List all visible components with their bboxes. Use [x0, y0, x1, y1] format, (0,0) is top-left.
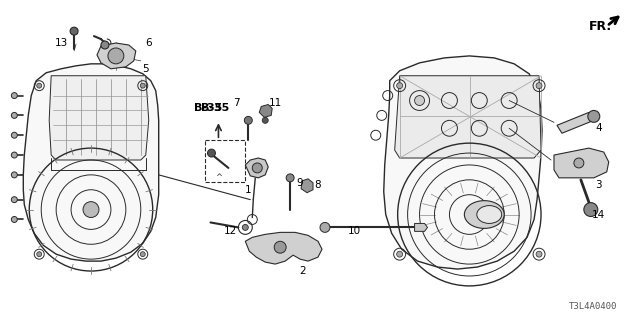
Circle shape: [70, 27, 78, 35]
Text: T3L4A0400: T3L4A0400: [569, 302, 618, 311]
Circle shape: [397, 251, 403, 257]
Circle shape: [108, 48, 124, 64]
Circle shape: [12, 132, 17, 138]
Text: 12: 12: [224, 226, 237, 236]
Text: 5: 5: [143, 64, 149, 74]
Circle shape: [415, 96, 424, 106]
Text: 14: 14: [592, 210, 605, 220]
Polygon shape: [557, 112, 594, 133]
Text: B-35: B-35: [193, 103, 222, 114]
Text: 2: 2: [299, 266, 305, 276]
Text: 6: 6: [145, 38, 152, 48]
Polygon shape: [245, 232, 322, 264]
Polygon shape: [301, 179, 313, 193]
Text: 8: 8: [315, 180, 321, 190]
Circle shape: [588, 110, 600, 122]
Circle shape: [36, 83, 42, 88]
Circle shape: [140, 252, 145, 257]
Circle shape: [274, 241, 286, 253]
Circle shape: [207, 149, 216, 157]
Circle shape: [243, 224, 248, 230]
Polygon shape: [259, 105, 272, 117]
Text: 9: 9: [297, 178, 303, 188]
Polygon shape: [384, 56, 542, 269]
Text: 10: 10: [348, 226, 362, 236]
Polygon shape: [554, 148, 609, 178]
Circle shape: [12, 152, 17, 158]
Circle shape: [12, 172, 17, 178]
Circle shape: [140, 83, 145, 88]
Circle shape: [12, 197, 17, 203]
Circle shape: [574, 158, 584, 168]
Polygon shape: [415, 223, 428, 231]
Ellipse shape: [477, 206, 502, 223]
Polygon shape: [245, 158, 268, 178]
Polygon shape: [23, 64, 159, 261]
Circle shape: [12, 217, 17, 222]
Circle shape: [286, 174, 294, 182]
Circle shape: [252, 163, 262, 173]
Text: 7: 7: [233, 99, 239, 108]
Circle shape: [12, 112, 17, 118]
Text: 11: 11: [269, 99, 282, 108]
Circle shape: [262, 117, 268, 123]
Circle shape: [397, 83, 403, 89]
Circle shape: [83, 202, 99, 218]
Text: B-35: B-35: [200, 103, 228, 114]
Text: 4: 4: [595, 123, 602, 133]
Circle shape: [320, 222, 330, 232]
Circle shape: [244, 116, 252, 124]
Circle shape: [584, 203, 598, 217]
Circle shape: [36, 252, 42, 257]
Circle shape: [536, 251, 542, 257]
Polygon shape: [49, 76, 148, 160]
Circle shape: [536, 83, 542, 89]
Text: 1: 1: [245, 185, 252, 195]
Text: ^: ^: [215, 173, 222, 182]
Polygon shape: [395, 76, 541, 158]
Circle shape: [101, 41, 109, 49]
Text: FR.: FR.: [589, 20, 612, 33]
Ellipse shape: [465, 201, 504, 228]
Circle shape: [12, 92, 17, 99]
Text: 13: 13: [54, 38, 68, 48]
Polygon shape: [97, 43, 136, 69]
Text: 3: 3: [595, 180, 602, 190]
